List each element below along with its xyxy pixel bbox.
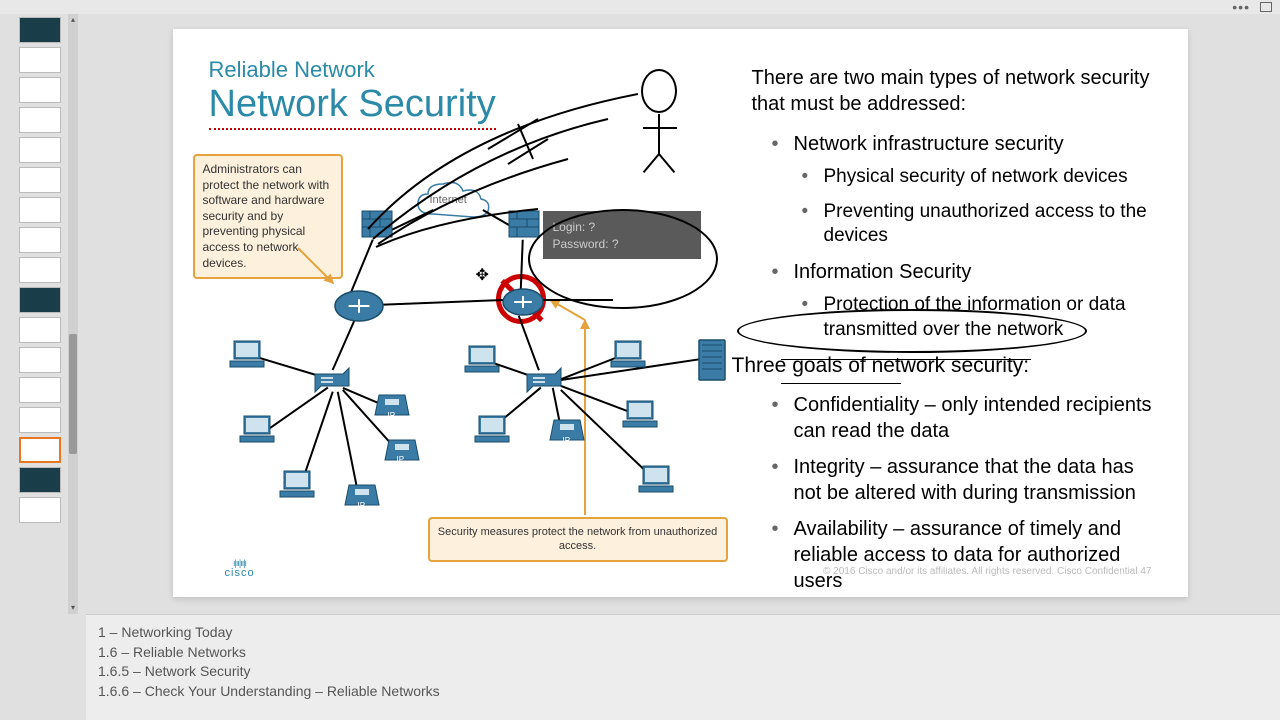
ink-oval (528, 209, 718, 309)
ink-oval (737, 309, 1087, 353)
cloud-label: Internet (430, 194, 467, 206)
ip-label: IP (388, 411, 396, 420)
switch-icon (525, 364, 563, 394)
topology-link (332, 319, 355, 370)
slide-thumbnail[interactable] (19, 467, 61, 493)
topology-link (372, 299, 502, 305)
switch-icon (313, 364, 351, 394)
slide-stage: Reliable Network Network Security Admini… (80, 14, 1280, 614)
title-bar: ••• (0, 0, 1280, 14)
ip-label: IP (358, 501, 366, 510)
pc-icon (637, 464, 675, 494)
scrollbar-track[interactable]: ▴ ▾ (68, 14, 78, 614)
bullet-item: Availability – assurance of timely and r… (772, 516, 1152, 594)
callout-security: Security measures protect the network fr… (428, 517, 728, 562)
ip-label: IP (563, 436, 571, 445)
slide-thumbnail[interactable] (19, 257, 61, 283)
slide-title: Network Security (209, 83, 496, 130)
topology-link (337, 392, 358, 492)
slide-thumbnail[interactable] (19, 137, 61, 163)
bullet-item: Integrity – assurance that the data has … (772, 454, 1152, 506)
ink-strikethrough (781, 383, 901, 384)
cisco-logo: ı|ıı|ıı|ı cisco (225, 559, 255, 579)
bullet-item: Network infrastructure securityPhysical … (772, 131, 1152, 249)
main-area: ▴ ▾ Reliable Network Network Security Ad… (0, 14, 1280, 614)
pc-icon (473, 414, 511, 444)
note-line: 1 – Networking Today (98, 623, 1268, 643)
slide-thumbnail[interactable] (19, 287, 61, 313)
notes-panel: 1 – Networking Today1.6 – Reliable Netwo… (86, 614, 1280, 720)
more-icon[interactable]: ••• (1232, 0, 1250, 15)
sub-bullet-item: Preventing unauthorized access to the de… (802, 200, 1152, 249)
scroll-down-icon[interactable]: ▾ (68, 602, 78, 614)
slide-thumbnail[interactable] (19, 437, 61, 463)
scrollbar-thumb[interactable] (69, 334, 77, 454)
pc-icon (238, 414, 276, 444)
router-icon (501, 287, 545, 317)
router-icon (333, 289, 385, 323)
note-line: 1.6.5 – Network Security (98, 662, 1268, 682)
pc-icon (278, 469, 316, 499)
topology-link (518, 315, 539, 370)
subheading: Three goals of network security: (732, 352, 1152, 379)
pc-icon (463, 344, 501, 374)
slide-thumbnail[interactable] (19, 197, 61, 223)
network-diagram: Administrators can protect the network w… (183, 139, 743, 559)
slide-footer: © 2016 Cisco and/or its affiliates. All … (823, 566, 1151, 577)
slide-thumbnail[interactable] (19, 497, 61, 523)
intro-text: There are two main types of network secu… (752, 65, 1152, 117)
slide-thumbnail[interactable] (19, 167, 61, 193)
firewall-icon (358, 209, 396, 239)
sub-bullet-item: Physical security of network devices (802, 165, 1152, 190)
server-icon (698, 339, 726, 381)
note-line: 1.6 – Reliable Networks (98, 643, 1268, 663)
callout-admin: Administrators can protect the network w… (193, 154, 343, 279)
pc-icon (228, 339, 266, 369)
slide-thumbnail[interactable] (19, 377, 61, 403)
move-cursor-icon: ✥ (476, 265, 489, 285)
ink-line (643, 127, 677, 129)
slide-thumbnail[interactable] (19, 17, 61, 43)
ink-strikethrough (781, 359, 1031, 360)
slide-thumbnail[interactable] (19, 77, 61, 103)
firewall-icon (505, 209, 543, 239)
pc-icon (609, 339, 647, 369)
bullet-item: Confidentiality – only intended recipien… (772, 392, 1152, 444)
ip-label: IP (397, 455, 405, 464)
note-line: 1.6.6 – Check Your Understanding – Relia… (98, 682, 1268, 702)
slide-thumbnail[interactable] (19, 317, 61, 343)
slide-thumbnail[interactable] (19, 407, 61, 433)
pc-icon (621, 399, 659, 429)
topology-link (302, 392, 333, 480)
slide-thumbnail[interactable] (19, 107, 61, 133)
slide-thumbnail[interactable] (19, 227, 61, 253)
maximize-icon[interactable] (1260, 2, 1272, 12)
slide: Reliable Network Network Security Admini… (173, 29, 1188, 597)
thumbnail-panel: ▴ ▾ (0, 14, 80, 614)
ink-line (658, 114, 660, 154)
slide-thumbnail[interactable] (19, 47, 61, 73)
ink-stick-head (641, 69, 677, 113)
scroll-up-icon[interactable]: ▴ (68, 14, 78, 26)
slide-thumbnail[interactable] (19, 347, 61, 373)
